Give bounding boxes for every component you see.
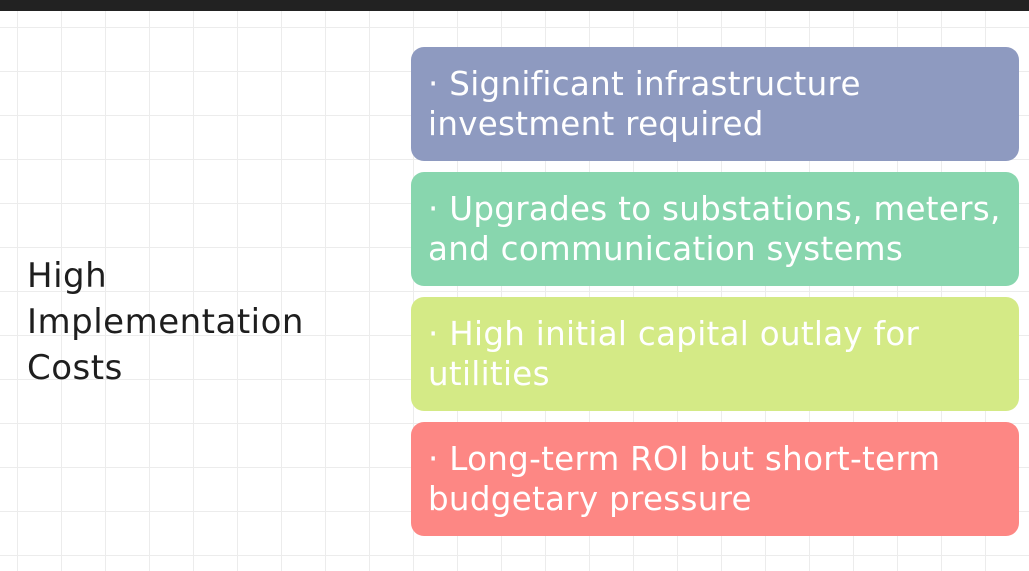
topic-label: High Implementation Costs [27, 253, 347, 391]
point-card-line: investment required [428, 105, 764, 143]
point-card-line: · Upgrades to substations, meters, [428, 190, 1001, 228]
point-card: · Significant infrastructure investment … [411, 47, 1019, 161]
point-card: · Upgrades to substations, meters, and c… [411, 172, 1019, 286]
point-card-line: · Significant infrastructure [428, 65, 861, 103]
topic-line: High [27, 256, 108, 296]
point-card-line: utilities [428, 355, 550, 393]
point-card-line: budgetary pressure [428, 480, 752, 518]
point-card-line: · High initial capital outlay for [428, 315, 920, 353]
point-card: · High initial capital outlay for utilit… [411, 297, 1019, 411]
topic-line: Costs [27, 348, 123, 388]
point-card-line: · Long-term ROI but short-term [428, 440, 941, 478]
point-card-line: and communication systems [428, 230, 904, 268]
top-bar [0, 0, 1029, 11]
topic-line: Implementation [27, 302, 304, 342]
point-card: · Long-term ROI but short-term budgetary… [411, 422, 1019, 536]
